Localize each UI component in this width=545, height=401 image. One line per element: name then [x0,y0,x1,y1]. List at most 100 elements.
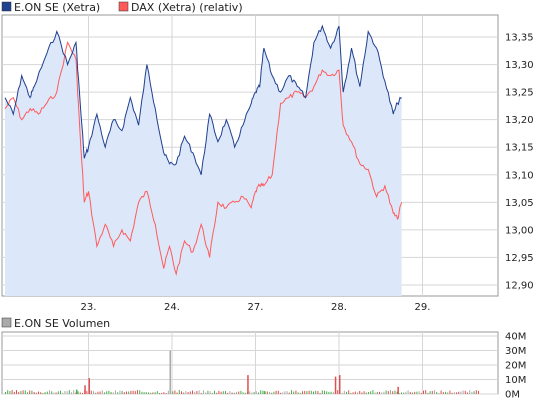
volume-bar [286,391,288,394]
volume-bar [436,391,438,394]
volume-bar [363,391,365,394]
volume-bar [427,392,429,394]
volume-bar [420,392,422,394]
volume-bar [110,392,112,394]
volume-bar [176,392,178,394]
volume-bar [242,392,244,394]
volume-bar [33,392,35,394]
volume-bar [447,392,449,394]
volume-bar [51,391,53,394]
volume-bar [280,392,281,394]
volume-bar [458,391,460,394]
x-tick-label: 29. [415,302,431,313]
volume-bar [469,390,471,394]
volume-bar [60,390,61,394]
volume-bar [104,392,105,394]
y-tick-label: 12,95 [505,253,534,264]
volume-bar [407,390,409,394]
volume-bar [189,391,191,394]
volume-bar [440,390,442,394]
volume-bar [172,391,174,394]
volume-bar [174,390,176,394]
volume-bar [156,391,158,394]
volume-bar [423,390,424,394]
volume-bar [434,390,435,394]
volume-bar [350,392,352,394]
volume-bar [117,392,119,394]
volume-bar [66,391,68,394]
volume-bar [374,392,376,394]
x-tick-label: 24. [164,302,180,313]
volume-bar [357,392,358,394]
volume-spike-bar [247,375,249,394]
volume-bar [27,392,28,394]
volume-bar [409,391,411,394]
volume-bar [352,392,354,394]
volume-bar [381,392,383,394]
dax-series-line [4,41,403,276]
volume-bar [244,392,246,394]
legend-label-volume: E.ON SE Volumen [14,317,110,330]
volume-bar [159,393,160,394]
volume-bar [178,390,180,394]
volume-bar [11,390,13,394]
volume-bar [398,392,400,394]
volume-bar [128,391,130,394]
volume-y-tick-label: 10M [505,375,526,386]
volume-spike-bar [397,386,399,395]
volume-bar [167,390,169,394]
main-legend: E.ON SE (Xetra) DAX (Xetra) (relativ) [1,1,243,14]
volume-grid [2,332,498,395]
volume-bar [196,391,198,394]
volume-bar [95,392,97,394]
volume-bar [90,390,92,394]
volume-bar [253,392,255,394]
volume-bar [93,391,94,394]
y-tick-label: 13,10 [505,170,534,181]
volume-bar [359,390,361,394]
volume-bar [126,391,127,394]
volume-y-tick-label: 20M [505,361,526,372]
volume-bar [200,392,202,394]
volume-bar [192,390,193,394]
volume-bar [403,392,405,394]
volume-bar [372,390,374,394]
volume-bar [229,391,231,394]
volume-bar [429,391,431,394]
volume-bar [453,392,455,394]
volume-bar [288,392,290,394]
volume-bar [401,392,402,394]
volume-bar [319,392,321,394]
volume-bar [75,392,77,394]
volume-bar [42,392,44,394]
volume-bar [218,390,220,394]
volume-spike-bar [84,385,86,394]
volume-plot-area: 0M 10M 20M 30M 40M [1,331,526,401]
volume-bar [473,391,475,394]
volume-bar [293,391,295,394]
volume-bar [5,392,6,394]
volume-bar [205,392,207,394]
volume-plot-frame [1,331,499,395]
volume-bar [53,392,55,394]
volume-bar [119,390,121,394]
volume-bar [198,390,200,394]
volume-bar [385,390,387,394]
volume-spike-bar [263,391,266,394]
volume-bar [16,390,17,394]
volume-bar [143,392,145,394]
volume-bar [304,390,306,394]
volume-bar [31,390,33,394]
volume-bar [273,391,275,394]
volume-bar [383,391,385,394]
volume-bar [214,390,215,394]
volume-bar [46,391,48,394]
volume-bar [462,390,464,394]
volume-bar [471,391,473,394]
volume-bar [291,390,292,394]
volume-bar [134,391,136,394]
volume-bar [370,391,372,394]
volume-bar [73,390,75,394]
volume-bar [161,392,163,394]
volume-bar [282,392,284,394]
